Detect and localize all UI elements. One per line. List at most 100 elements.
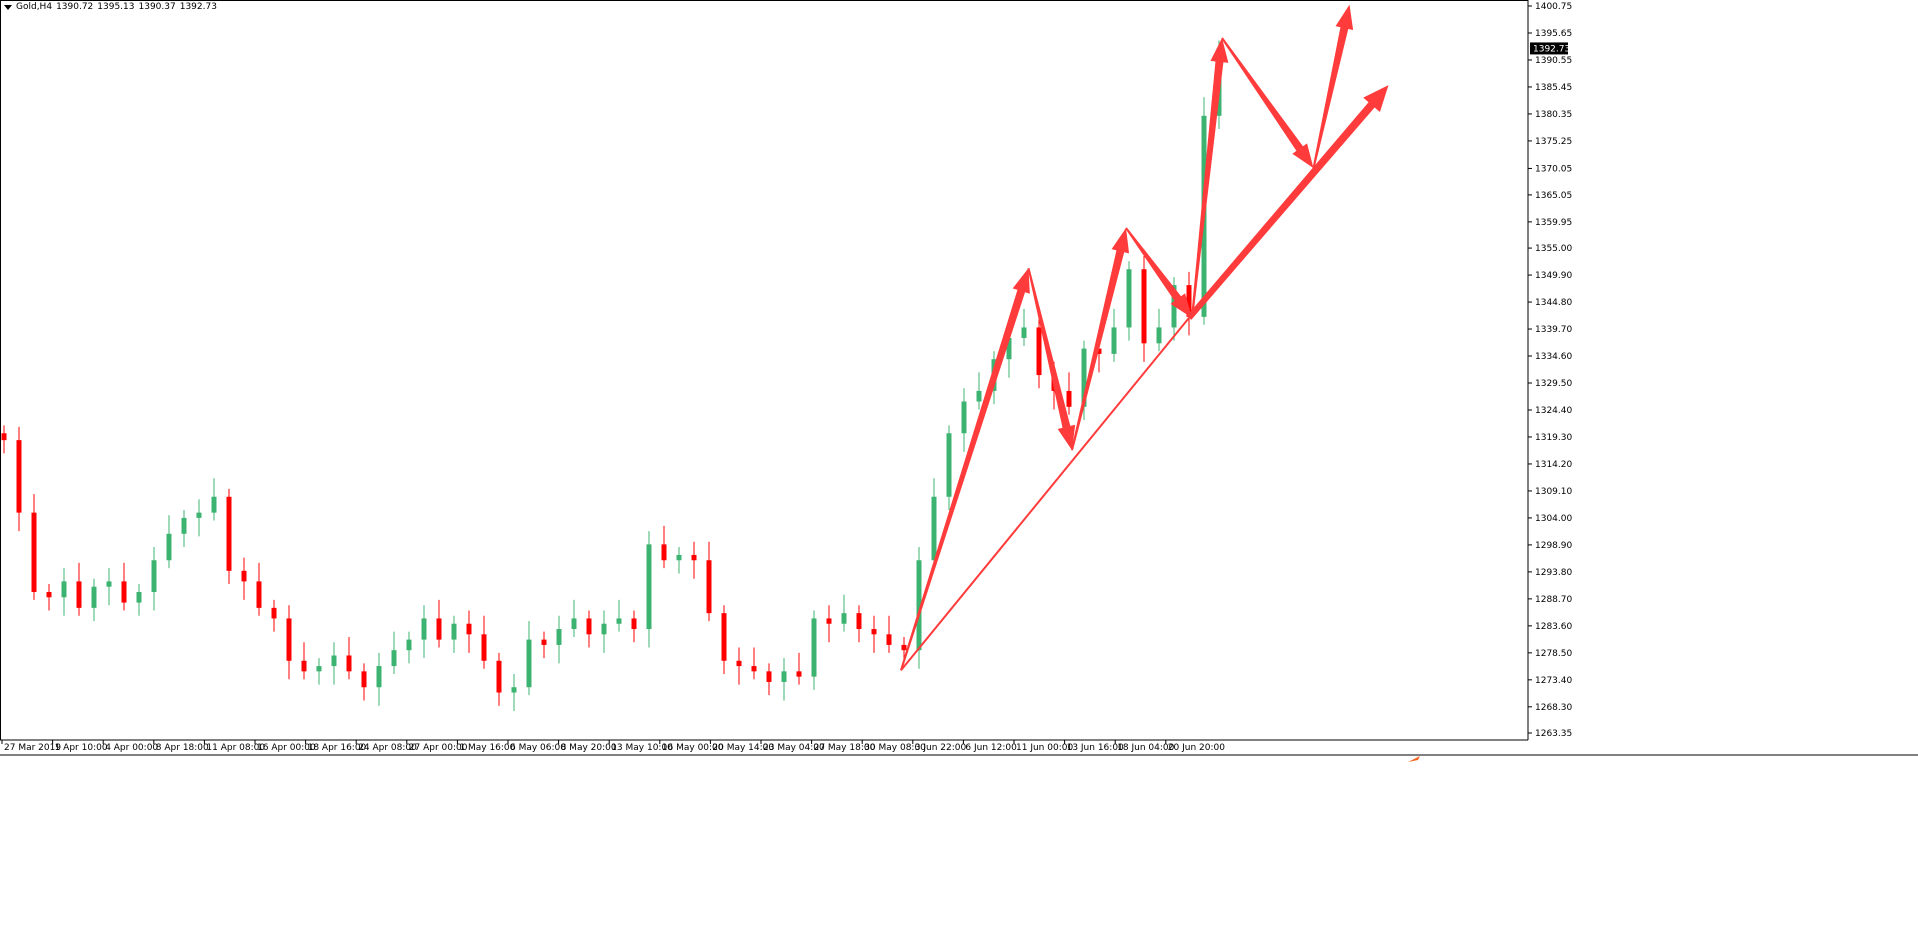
time-tick-label: 4 Apr 00:00 [105,743,158,753]
bear-candle [361,671,367,688]
bear-candle [16,440,22,513]
bear-candle [496,660,502,693]
price-tick-label: 1288.70 [1535,595,1572,605]
bull-candle [811,618,817,677]
bear-candle [586,618,592,635]
bull-candle [106,581,112,587]
bull-candle [916,560,922,651]
bull-candle [571,618,577,630]
arrow [1027,267,1076,451]
time-tick-label: 8 May 20:00 [561,743,617,753]
bull-candle [781,671,787,682]
bull-candle [406,639,412,651]
time-tick-label: 6 Jun 12:00 [965,743,1017,753]
low-value: 1390.37 [138,2,176,12]
time-tick-label: 11 Jun 00:00 [1016,743,1073,753]
bear-candle [346,655,352,672]
price-tick-label: 1385.45 [1535,83,1572,93]
bull-candle [1126,269,1132,328]
time-tick-label: 1 May 16:00 [459,743,515,753]
open-value: 1390.72 [56,2,94,12]
annotations [900,4,1389,671]
price-tick-label: 1263.35 [1535,729,1572,739]
bear-candle [886,634,892,645]
bear-candle [301,660,307,672]
time-tick-label: 30 May 08:00 [864,743,926,753]
last-price-label: 1392.73 [1533,44,1570,54]
price-tick-label: 1304.00 [1535,514,1572,524]
bull-candle [1111,327,1117,354]
price-tick-label: 1339.70 [1535,325,1572,335]
bear-candle [661,544,667,561]
bull-candle [961,401,967,434]
bull-candle [1081,348,1087,407]
bear-candle [241,570,247,582]
bear-candle [736,660,742,667]
bear-candle [31,512,37,592]
time-tick-label: 18 Jun 04:00 [1117,743,1174,753]
bull-candle [451,623,457,640]
time-tick-label: 1 Apr 10:00 [55,743,108,753]
bull-candle [616,618,622,624]
bull-candle [841,613,847,624]
time-tick-label: 24 Apr 08:00 [358,743,417,753]
price-tick-label: 1375.25 [1535,137,1572,147]
bull-candle [136,591,142,603]
bear-candle [901,644,907,651]
time-tick-label: 13 May 10:00 [611,743,673,753]
bull-candle [676,554,682,561]
axes: 1400.75 1395.65 1390.55 1385.45 1380.35 1375.… [0,0,1918,762]
bear-candle [826,618,832,624]
bear-candle [1141,269,1147,344]
dropdown-triangle-icon[interactable] [4,4,12,10]
bear-candle [871,629,877,635]
bear-candle [1066,390,1072,407]
bull-candle [931,496,937,561]
bear-candle [631,618,637,630]
bull-candle [376,666,382,688]
price-tick-label: 1324.40 [1535,406,1572,416]
bull-candle [316,666,322,672]
bull-candle [601,623,607,635]
time-tick-label: 3 Jun 22:00 [915,743,967,753]
bear-candle [721,613,727,661]
price-tick-label: 1359.95 [1535,218,1572,228]
bull-candle [526,639,532,688]
bull-candle [166,533,172,561]
price-tick-label: 1395.65 [1535,29,1572,39]
scroll-marker-icon [1408,756,1420,762]
bull-candle [151,560,157,592]
bull-candle [91,586,97,608]
price-tick-label: 1309.10 [1535,487,1572,497]
arrow [1071,227,1130,451]
time-tick-label: 27 May 18:00 [814,743,876,753]
time-tick-label: 18 Apr 16:00 [308,743,367,753]
bear-candle [796,671,802,677]
price-tick-label: 1314.20 [1535,460,1572,470]
bear-candle [121,581,127,603]
price-tick-label: 1344.80 [1535,298,1572,308]
time-tick-label: 27 Apr 00:00 [409,743,468,753]
bear-candle [226,496,232,571]
bear-candle [271,607,277,619]
price-tick-label: 1355.00 [1535,244,1572,254]
price-tick-label: 1278.50 [1535,649,1572,659]
bear-candle [751,666,757,672]
bull-candle [1171,285,1177,328]
bull-candle [196,512,202,518]
bull-candle [1156,327,1162,344]
price-tick-label: 1319.30 [1535,433,1572,443]
price-tick-label: 1349.90 [1535,271,1572,281]
bull-candle [211,496,217,513]
bull-candle [331,655,337,667]
bear-candle [286,618,292,661]
time-tick-label: 16 Apr 00:00 [257,743,316,753]
bear-candle [436,618,442,640]
bull-candle [421,618,427,640]
close-value: 1392.73 [179,2,217,12]
bear-candle [76,581,82,608]
price-tick-label: 1370.05 [1535,164,1572,174]
bear-candle [466,623,472,635]
